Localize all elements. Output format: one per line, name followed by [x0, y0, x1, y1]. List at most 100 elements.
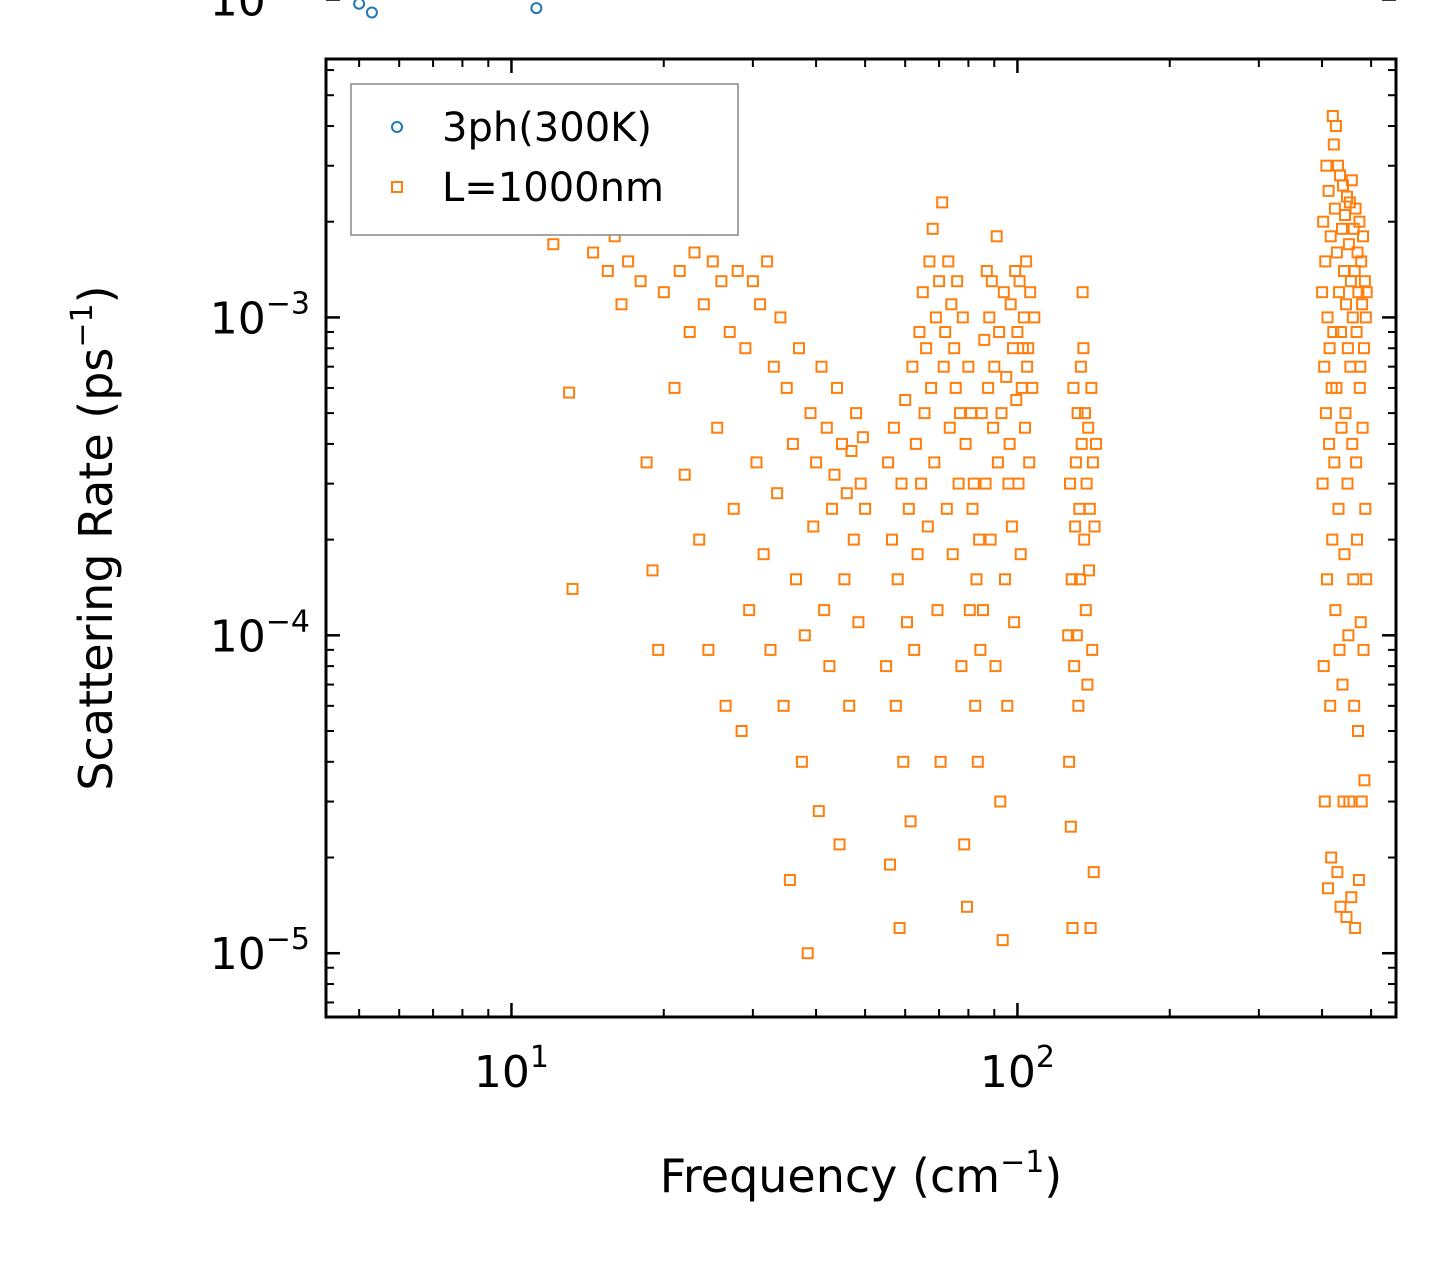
data-point-l1000	[838, 573, 851, 586]
data-point-l1000	[954, 407, 966, 420]
data-point-l1000	[1352, 874, 1365, 886]
series-0	[353, 0, 543, 19]
data-point-l1000	[1345, 891, 1358, 904]
data-point-l1000	[1066, 922, 1079, 934]
data-point-l1000	[739, 342, 752, 355]
data-point-l1000	[1336, 678, 1349, 691]
data-point-l1000	[1069, 456, 1082, 469]
data-point-l1000	[1011, 326, 1024, 338]
data-point-l1000	[1321, 573, 1333, 586]
data-point-l1000	[780, 381, 793, 394]
data-point-l1000	[901, 616, 913, 629]
data-point-l1000	[1335, 326, 1347, 338]
data-point-l1000	[1340, 298, 1352, 311]
data-point-l1000	[807, 520, 820, 533]
legend: 3ph(300K) L=1000nm	[350, 83, 739, 236]
data-point-l1000	[1333, 643, 1346, 656]
data-point-l1000	[952, 477, 965, 490]
data-point-l1000	[1320, 159, 1333, 172]
legend-marker-l1000	[391, 181, 403, 193]
data-point-l1000	[715, 275, 728, 288]
data-point-l1000	[847, 533, 860, 546]
data-point-l1000	[678, 468, 691, 481]
data-point-l1000	[970, 573, 983, 586]
data-point-l1000	[719, 699, 732, 712]
data-point-l1000	[652, 643, 665, 656]
y-tick-label: 10−2	[210, 0, 310, 27]
data-point-l1000	[833, 838, 846, 851]
data-point-l1000	[966, 502, 979, 515]
data-point-l1000	[1064, 820, 1077, 833]
data-point-l1000	[934, 755, 947, 768]
data-point-l1000	[820, 421, 833, 434]
data-point-l1000	[1088, 520, 1101, 533]
data-point-l1000	[918, 407, 931, 420]
data-point-l1000	[1065, 573, 1078, 586]
data-point-l1000	[993, 326, 1006, 338]
y-tick-label: 10−3	[210, 286, 310, 344]
data-point-l1000	[969, 699, 982, 712]
data-point-l1000	[963, 604, 976, 617]
data-point-l1000	[1342, 238, 1355, 251]
data-point-l1000	[1322, 184, 1335, 197]
data-point-l1000	[897, 755, 910, 768]
legend-label-3ph: 3ph(300K)	[442, 105, 652, 151]
data-point-l1000	[1007, 342, 1019, 355]
data-point-l1000	[793, 342, 805, 355]
data-point-l1000	[706, 255, 719, 268]
data-point-l1000	[1338, 548, 1351, 561]
y-tick-label: 10−4	[210, 604, 310, 662]
data-point-l1000	[1319, 255, 1332, 268]
data-point-l1000	[1079, 604, 1092, 617]
data-point-l1000	[823, 660, 836, 673]
data-point-l1000	[946, 548, 959, 561]
data-point-l1000	[982, 381, 995, 394]
data-point-l1000	[1316, 477, 1329, 490]
data-point-l1000	[1322, 882, 1334, 895]
data-point-l1000	[697, 298, 710, 311]
data-point-l1000	[1000, 370, 1013, 383]
data-point-l1000	[880, 660, 893, 673]
data-point-l1000	[915, 477, 928, 490]
data-point-l1000	[995, 407, 1008, 420]
data-point-l1000	[1345, 174, 1358, 187]
data-point-l1000	[767, 360, 780, 373]
data-point-l1000	[1028, 311, 1041, 324]
data-point-l1000	[1076, 286, 1089, 299]
x-axis-label-tail: )	[1044, 1149, 1062, 1203]
data-point-l1000	[774, 311, 787, 324]
data-point-l1000	[1317, 660, 1330, 673]
data-point-l1000	[899, 394, 912, 406]
data-point-l1000	[1339, 209, 1351, 221]
data-point-l1000	[1013, 275, 1026, 288]
data-point-l1000	[1330, 381, 1343, 394]
data-point-l1000	[1086, 643, 1099, 656]
data-point-l1000	[1329, 604, 1342, 617]
data-point-l1000	[996, 934, 1009, 947]
data-point-l1000	[798, 629, 811, 642]
data-point-l1000	[746, 275, 759, 288]
data-point-l1000	[965, 407, 978, 420]
data-point-l1000	[711, 421, 724, 434]
data-point-l1000	[1329, 120, 1342, 132]
data-point-l1000	[1086, 456, 1099, 469]
data-point-l1000	[727, 502, 740, 515]
data-point-l1000	[985, 275, 998, 288]
data-point-l1000	[640, 456, 653, 469]
data-point-l1000	[1009, 265, 1022, 277]
data-point-l1000	[999, 573, 1011, 586]
data-point-l1000	[566, 582, 579, 595]
data-point-l1000	[1004, 298, 1017, 311]
data-point-l1000	[1001, 699, 1014, 712]
data-point-l1000	[978, 333, 991, 346]
data-point-l1000	[956, 311, 969, 324]
data-point-l1000	[1360, 286, 1373, 299]
data-point-l1000	[1020, 255, 1033, 268]
data-point-l1000	[1343, 795, 1356, 808]
data-point-l1000	[904, 815, 917, 828]
data-point-l1000	[951, 275, 964, 288]
data-point-l1000	[937, 360, 950, 373]
data-point-l1000	[887, 421, 900, 434]
legend-box	[350, 83, 739, 236]
